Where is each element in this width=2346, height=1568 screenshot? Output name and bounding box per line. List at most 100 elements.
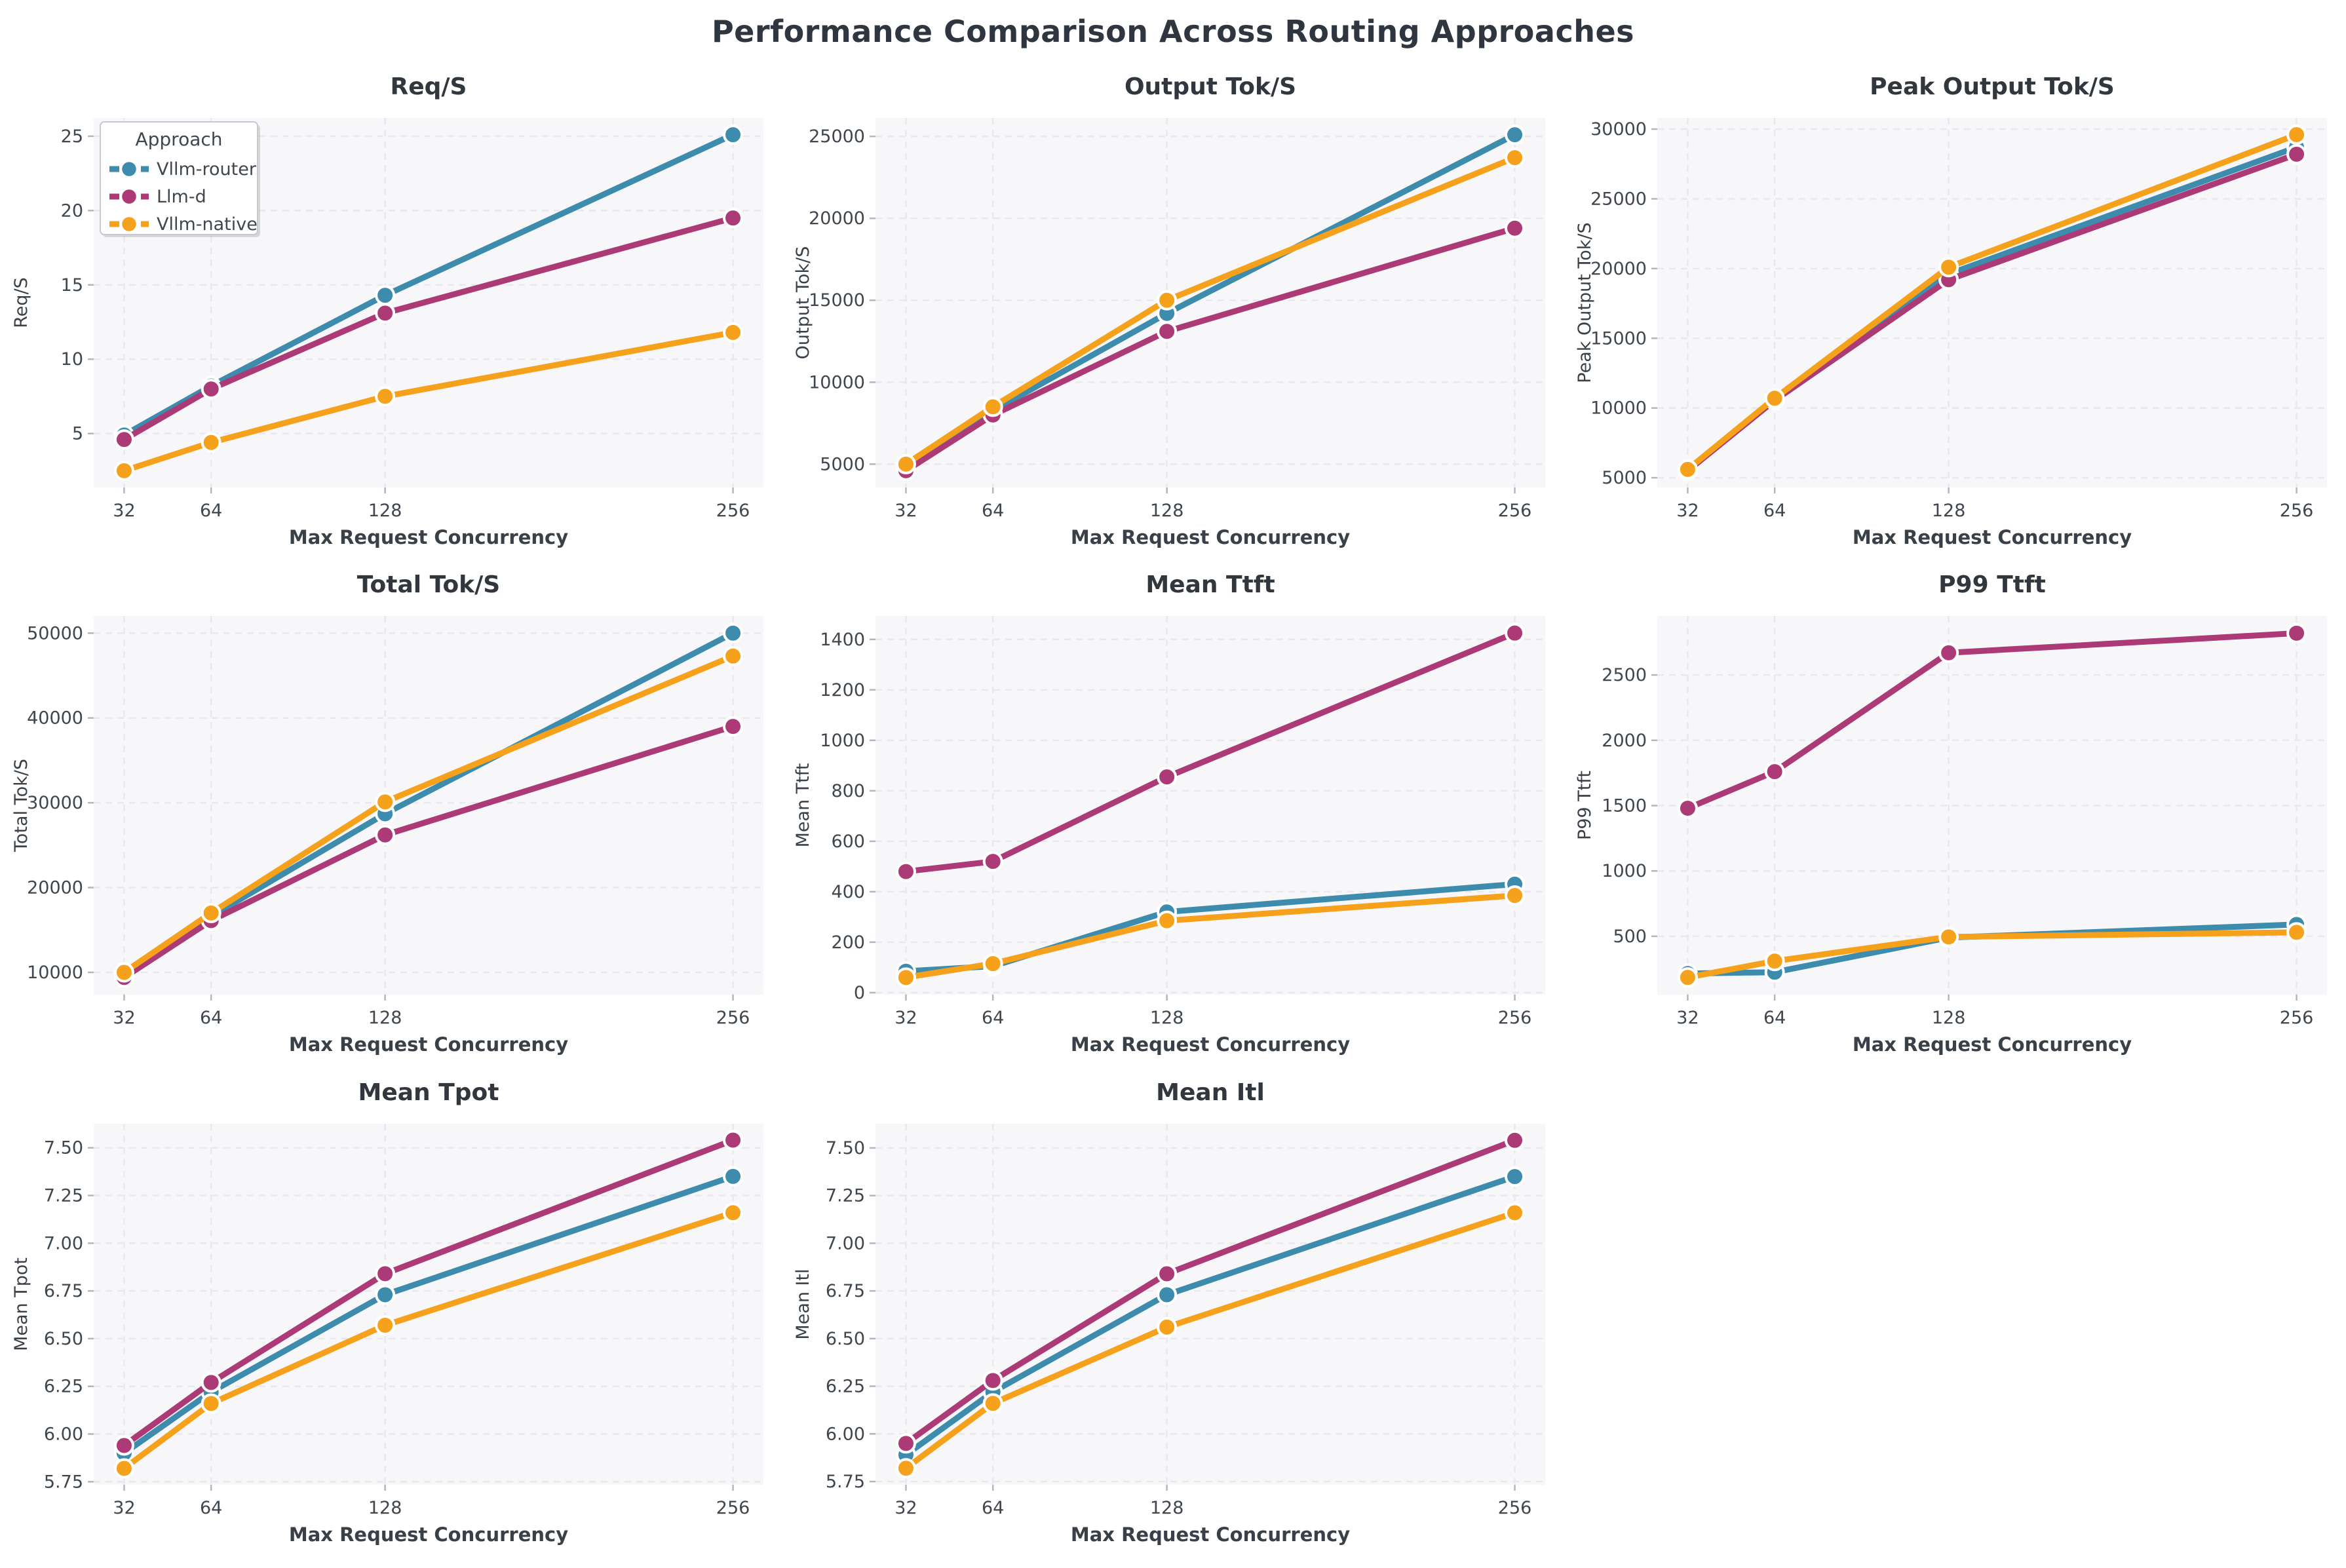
chart-p99-ttft: 500 1000 1500 2000 2500 32 64 128 256 P99 Ttft Max… <box>1575 571 2327 1056</box>
y-tick-label: 7.50 <box>825 1138 864 1158</box>
marker-vllm-router-128 <box>374 1284 395 1305</box>
y-tick-label: 5.75 <box>43 1472 83 1492</box>
x-tick-label: 128 <box>368 1008 402 1028</box>
marker-llm-d-128 <box>1938 642 1959 663</box>
y-tick-label: 600 <box>831 832 865 852</box>
marker-vllm-router-256 <box>1504 124 1525 145</box>
marker-vllm-native-64 <box>201 1393 221 1414</box>
marker-llm-d-32 <box>1677 797 1698 818</box>
y-axis-label: Req/S <box>11 277 31 328</box>
marker-llm-d-64 <box>201 379 221 400</box>
marker-llm-d-128 <box>1156 1263 1177 1284</box>
series-line-llm-d <box>1684 630 2299 811</box>
marker-vllm-native-128 <box>1156 910 1177 931</box>
y-tick-label: 50000 <box>27 623 83 643</box>
y-tick-label: 7.00 <box>43 1233 83 1253</box>
x-tick-label: 128 <box>1931 501 1965 521</box>
y-tick-label: 6.00 <box>825 1424 864 1444</box>
marker-llm-d-64 <box>982 1370 1003 1391</box>
subplot-title: Mean Itl <box>1156 1079 1265 1106</box>
y-tick-label: 5000 <box>820 454 865 474</box>
series-line-vllm-native <box>121 653 736 976</box>
series-line-vllm-native <box>121 1210 736 1472</box>
x-tick-label: 64 <box>982 1498 1004 1518</box>
y-tick-label: 1000 <box>820 731 865 751</box>
y-tick-label: 7.50 <box>43 1138 83 1158</box>
y-axis-label: Mean Ttft <box>793 763 813 848</box>
chart-mean-itl: 5.75 6.00 6.25 6.50 6.75 7.00 7.25 7.50 32 64 128 2… <box>793 1079 1545 1546</box>
marker-llm-d-256 <box>722 1130 743 1151</box>
x-tick-label: 128 <box>1931 1008 1965 1028</box>
chart-output-tok-s: 5000 10000 15000 20000 25000 32 64 128 256 Output… <box>793 73 1545 548</box>
x-axis-label: Max Request Concurrency <box>288 1523 567 1546</box>
marker-vllm-router-256 <box>722 622 743 643</box>
marker-vllm-native-64 <box>982 396 1003 417</box>
y-tick-label: 6.75 <box>825 1281 864 1301</box>
marker-vllm-router-256 <box>1504 1166 1525 1187</box>
x-tick-label: 128 <box>1149 501 1183 521</box>
y-axis-label: Output Tok/S <box>793 246 813 360</box>
x-tick-label: 256 <box>1497 1498 1531 1518</box>
series-line-vllm-native <box>902 1210 1518 1472</box>
series-line-vllm-native <box>1684 132 2299 472</box>
y-tick-label: 500 <box>1613 927 1647 947</box>
series-line-llm-d <box>121 1137 736 1449</box>
x-tick-label: 64 <box>982 501 1004 521</box>
x-axis-label: Max Request Concurrency <box>288 526 567 548</box>
series-line-llm-d <box>902 630 1518 875</box>
y-tick-label: 6.50 <box>825 1329 864 1349</box>
y-tick-label: 20000 <box>809 208 865 229</box>
y-tick-label: 0 <box>853 983 864 1003</box>
y-tick-label: 6.50 <box>43 1329 83 1349</box>
subplot-title: Mean Ttft <box>1145 571 1275 598</box>
x-axis-label: Max Request Concurrency <box>1070 1033 1349 1056</box>
x-tick-label: 32 <box>894 501 917 521</box>
marker-llm-d-64 <box>201 1372 221 1393</box>
plot-area <box>93 1124 763 1485</box>
marker-vllm-native-128 <box>1938 257 1959 278</box>
y-tick-label: 5.75 <box>825 1472 864 1492</box>
series-line-vllm-router <box>121 1173 736 1457</box>
y-tick-label: 2000 <box>1602 731 1647 751</box>
legend-label-vllm-native: Vllm-native <box>157 214 258 235</box>
marker-vllm-native-64 <box>1764 388 1785 409</box>
x-tick-label: 64 <box>1763 1008 1786 1028</box>
y-tick-label: 7.25 <box>825 1186 864 1206</box>
marker-llm-d-256 <box>2286 143 2307 164</box>
x-tick-label: 256 <box>1497 1008 1531 1028</box>
marker-llm-d-256 <box>722 716 743 737</box>
marker-vllm-native-64 <box>1764 951 1785 972</box>
plot-area <box>93 616 763 995</box>
y-tick-label: 1500 <box>1602 795 1647 816</box>
series-line-vllm-router <box>1684 921 2299 977</box>
marker-llm-d-256 <box>1504 1130 1525 1151</box>
chart-mean-tpot: 5.75 6.00 6.25 6.50 6.75 7.00 7.25 7.50 32 64 128 2… <box>11 1079 763 1546</box>
y-axis-label: Mean Itl <box>793 1269 813 1339</box>
series-line-vllm-router <box>902 1174 1518 1458</box>
x-tick-label: 32 <box>113 1498 135 1518</box>
subplot-title: Mean Tpot <box>358 1079 499 1106</box>
y-tick-label: 200 <box>831 932 865 953</box>
x-tick-label: 128 <box>368 501 402 521</box>
marker-vllm-native-32 <box>895 1458 916 1479</box>
marker-vllm-native-128 <box>374 1315 395 1336</box>
legend-label-llm-d: Llm-d <box>157 187 206 207</box>
marker-vllm-router-256 <box>722 1166 743 1187</box>
marker-vllm-native-256 <box>2286 124 2307 145</box>
x-tick-label: 32 <box>1676 1008 1699 1028</box>
chart-cell: 500 1000 1500 2000 2500 32 64 128 256 P99 Ttft Max… <box>1565 561 2346 1069</box>
y-tick-label: 15000 <box>809 290 865 311</box>
x-axis-label: Max Request Concurrency <box>1070 1523 1349 1546</box>
marker-llm-d-32 <box>113 1435 134 1456</box>
x-tick-label: 128 <box>368 1498 402 1518</box>
subplot-title: Req/S <box>390 73 467 100</box>
x-tick-label: 32 <box>113 501 135 521</box>
chart-cell: 5 10 15 20 25 32 64 128 256 Req/S Max Request Conc… <box>1 63 783 561</box>
marker-vllm-native-128 <box>1938 927 1959 947</box>
y-tick-label: 5000 <box>1602 468 1647 488</box>
y-axis-label: Mean Tpot <box>11 1257 31 1351</box>
marker-llm-d-128 <box>1156 321 1177 342</box>
chart-total-tok-s: 10000 20000 30000 40000 50000 32 64 128 256 Total… <box>11 571 763 1056</box>
marker-vllm-native-256 <box>1504 1202 1525 1223</box>
